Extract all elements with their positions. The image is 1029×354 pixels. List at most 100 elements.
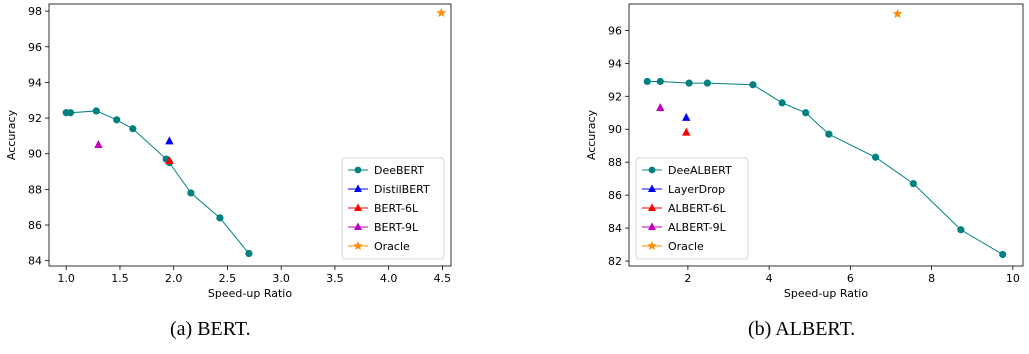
data-point [682, 112, 691, 121]
data-point [802, 109, 810, 117]
x-tick-label: 4 [766, 272, 773, 285]
y-axis-label: Accuracy [585, 109, 598, 160]
legend-marker [647, 241, 657, 251]
x-tick-label: 1.0 [57, 272, 75, 285]
series-distilbert [165, 136, 174, 145]
y-tick-label: 94 [28, 76, 42, 89]
data-point [685, 79, 693, 87]
data-point [187, 189, 195, 197]
legend-entry: BERT-6L [348, 202, 419, 215]
y-tick-label: 88 [608, 156, 622, 169]
legend-entry: ALBERT-9L [642, 221, 727, 234]
legend-label: DeeBERT [374, 164, 424, 177]
data-point [871, 153, 880, 161]
y-tick-label: 94 [608, 57, 622, 70]
x-tick-label: 2 [684, 272, 691, 285]
legend-label: DistilBERT [374, 183, 430, 196]
legend-entry: Oracle [642, 240, 704, 253]
x-tick-label: 2.0 [165, 272, 183, 285]
x-tick-label: 4.0 [380, 272, 398, 285]
legend-entry: DistilBERT [348, 183, 430, 196]
data-point [436, 7, 447, 18]
legend-marker [648, 184, 656, 192]
legend-marker [648, 203, 656, 211]
legend: DeeBERT DistilBERT BERT-6L BERT-9L Oracle [341, 157, 445, 260]
series-oracle [436, 7, 447, 18]
x-axis-label: Speed-up Ratio [208, 287, 292, 300]
y-tick-label: 96 [608, 24, 622, 37]
legend: DeeALBERT LayerDrop ALBERT-6L ALBERT-9L Orac… [635, 157, 749, 260]
chart-albert: 2 4 6 8 10 82 84 86 88 90 92 94 96 Speed-up Ratio Accu… [585, 3, 1024, 300]
legend-label: DeeALBERT [668, 164, 732, 177]
legend-entry: BERT-9L [348, 221, 419, 234]
data-point [749, 81, 757, 89]
series-deealbert [643, 77, 1007, 259]
x-tick-label: 10 [1006, 272, 1020, 285]
x-tick-label: 2.5 [219, 272, 237, 285]
y-tick-label: 86 [28, 219, 42, 232]
y-tick-label: 90 [28, 148, 42, 161]
y-tick-label: 84 [608, 222, 622, 235]
x-tick-label: 3.5 [326, 272, 344, 285]
x-axis-label: Speed-up Ratio [784, 287, 868, 300]
y-tick-label: 86 [608, 189, 622, 202]
data-point [165, 156, 174, 164]
legend-label: Oracle [374, 240, 410, 253]
legend-marker [648, 222, 656, 230]
series-albert-6l [682, 127, 691, 136]
y-axis-label: Accuracy [5, 109, 18, 160]
legend-box [341, 157, 445, 260]
data-point [113, 116, 121, 124]
legend-entry: DeeALBERT [642, 164, 732, 177]
series-deebert [62, 107, 253, 258]
legend-marker [353, 241, 363, 251]
legend-label: ALBERT-6L [668, 202, 727, 215]
data-point [778, 99, 786, 107]
x-tick-label: 1.5 [111, 272, 129, 285]
series-bert-6l [165, 156, 174, 164]
x-tick-label: 3.0 [272, 272, 290, 285]
y-tick-label: 84 [28, 255, 42, 268]
legend-box [635, 157, 749, 260]
y-tick-label: 92 [28, 112, 42, 125]
legend-marker [354, 184, 362, 192]
y-tick-label: 82 [608, 255, 622, 268]
legend-entry: LayerDrop [642, 183, 725, 196]
series-line [66, 110, 250, 254]
legend-label: ALBERT-9L [668, 221, 727, 234]
legend-marker [354, 203, 362, 211]
data-point [656, 77, 664, 86]
plot-frame [48, 3, 452, 267]
data-point [92, 107, 100, 115]
legend-entry: DeeBERT [348, 164, 424, 177]
legend-label: BERT-6L [374, 202, 419, 215]
data-point [66, 109, 75, 117]
chart-bert: 1.0 1.5 2.0 2.5 3.0 3.5 4.0 4.5 84 86 88 90 92 94 96 98… [5, 3, 452, 300]
data-point [643, 77, 651, 86]
data-point [825, 130, 833, 138]
data-point [892, 8, 903, 19]
legend-marker [354, 222, 362, 230]
legend-label: Oracle [668, 240, 704, 253]
data-point [957, 226, 965, 234]
plot-frame [628, 3, 1024, 267]
data-point [245, 249, 253, 258]
y-tick-label: 98 [28, 5, 42, 18]
x-tick-label: 4.5 [434, 272, 452, 285]
legend-label: LayerDrop [668, 183, 725, 196]
series-layerdrop [682, 112, 691, 121]
y-tick-label: 92 [608, 90, 622, 103]
legend-entry: Oracle [348, 240, 410, 253]
series-line [647, 80, 1003, 255]
series-bert-9l [94, 139, 103, 148]
data-point [999, 250, 1007, 259]
data-point [129, 125, 137, 133]
caption-bert: (a) BERT. [170, 318, 251, 340]
data-point [656, 102, 665, 111]
x-tick-label: 8 [928, 272, 935, 285]
y-tick-label: 88 [28, 183, 42, 196]
legend-entry: ALBERT-6L [642, 202, 727, 215]
data-point [703, 79, 711, 87]
series-albert-9l [656, 102, 665, 111]
